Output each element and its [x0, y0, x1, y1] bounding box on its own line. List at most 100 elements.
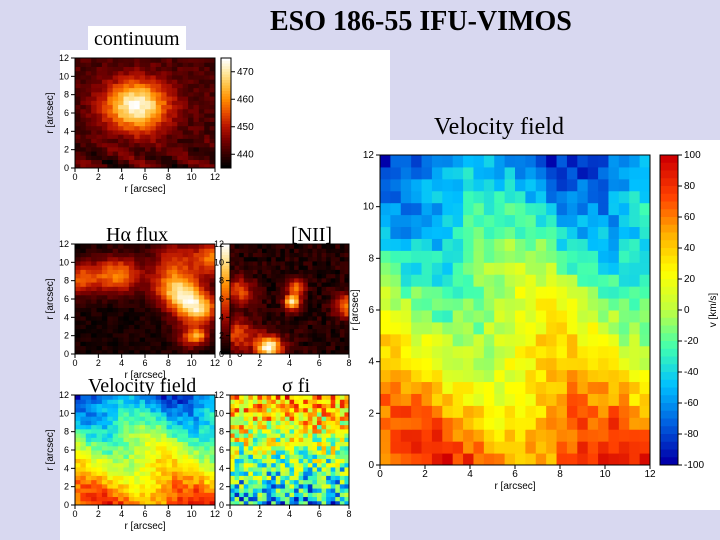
svg-text:8: 8: [64, 90, 69, 100]
svg-text:8: 8: [219, 276, 224, 286]
svg-text:r [arcsec]: r [arcsec]: [124, 521, 165, 532]
svg-text:r [arcsec]: r [arcsec]: [350, 289, 361, 330]
svg-text:r [arcsec]: r [arcsec]: [494, 481, 535, 492]
svg-text:0: 0: [72, 172, 77, 182]
svg-text:8: 8: [219, 427, 224, 437]
svg-text:2: 2: [422, 469, 428, 480]
svg-text:r [arcsec]: r [arcsec]: [45, 429, 56, 470]
colorbar: 100806040200-20-40-60-80-100v [km/s]: [660, 150, 719, 471]
svg-text:6: 6: [142, 172, 147, 182]
colorbar: 440 450 460 470: [221, 58, 254, 169]
svg-text:6: 6: [64, 294, 69, 304]
svg-text:-100: -100: [684, 460, 704, 471]
svg-text:8: 8: [557, 469, 563, 480]
svg-text:8: 8: [64, 427, 69, 437]
svg-text:2: 2: [64, 331, 69, 341]
svg-text:0: 0: [72, 509, 77, 519]
svg-text:6: 6: [64, 445, 69, 455]
svg-text:12: 12: [59, 53, 69, 63]
svg-text:10: 10: [59, 71, 69, 81]
svg-text:8: 8: [166, 172, 171, 182]
svg-text:-40: -40: [684, 367, 699, 378]
svg-text:12: 12: [214, 239, 224, 249]
svg-text:0: 0: [64, 163, 69, 173]
svg-text:4: 4: [64, 312, 69, 322]
svg-text:2: 2: [219, 482, 224, 492]
svg-text:0: 0: [227, 509, 232, 519]
svg-text:10: 10: [59, 257, 69, 267]
svg-text:80: 80: [684, 181, 696, 192]
svg-text:4: 4: [219, 463, 224, 473]
svg-text:10: 10: [187, 172, 197, 182]
svg-text:0: 0: [227, 358, 232, 368]
svg-text:10: 10: [214, 408, 224, 418]
svg-text:100: 100: [684, 150, 701, 161]
svg-text:0: 0: [684, 305, 690, 316]
svg-text:10: 10: [187, 509, 197, 519]
svg-text:12: 12: [644, 469, 656, 480]
svg-text:20: 20: [684, 274, 696, 285]
svg-text:r [arcsec]: r [arcsec]: [45, 92, 56, 133]
svg-text:470: 470: [237, 67, 254, 78]
map-sigma: [230, 395, 350, 506]
svg-text:12: 12: [59, 390, 69, 400]
svg-text:2: 2: [368, 408, 374, 419]
svg-text:2: 2: [64, 145, 69, 155]
map-vel-small: [75, 395, 216, 506]
svg-text:450: 450: [237, 122, 254, 133]
svg-text:6: 6: [317, 358, 322, 368]
svg-text:440: 440: [237, 149, 254, 160]
svg-text:-60: -60: [684, 398, 699, 409]
svg-text:2: 2: [96, 509, 101, 519]
map-nii: [230, 244, 350, 355]
svg-text:0: 0: [219, 349, 224, 359]
svg-text:2: 2: [219, 331, 224, 341]
svg-text:8: 8: [64, 276, 69, 286]
svg-text:460: 460: [237, 94, 254, 105]
svg-text:2: 2: [64, 482, 69, 492]
svg-text:4: 4: [119, 172, 124, 182]
svg-text:0: 0: [64, 500, 69, 510]
svg-text:6: 6: [512, 469, 518, 480]
svg-text:12: 12: [210, 509, 220, 519]
svg-text:60: 60: [684, 212, 696, 223]
svg-text:2: 2: [96, 358, 101, 368]
svg-text:8: 8: [166, 509, 171, 519]
svg-text:v [km/s]: v [km/s]: [708, 293, 719, 328]
svg-text:6: 6: [64, 108, 69, 118]
svg-text:40: 40: [684, 243, 696, 254]
svg-text:4: 4: [219, 312, 224, 322]
svg-text:6: 6: [219, 445, 224, 455]
map-ha: [75, 244, 216, 355]
svg-text:4: 4: [64, 463, 69, 473]
svg-text:4: 4: [467, 469, 473, 480]
svg-text:0: 0: [219, 500, 224, 510]
svg-text:12: 12: [59, 239, 69, 249]
svg-text:2: 2: [96, 172, 101, 182]
svg-text:12: 12: [210, 172, 220, 182]
svg-text:10: 10: [59, 408, 69, 418]
svg-text:2: 2: [257, 509, 262, 519]
map-continuum: [75, 58, 216, 169]
svg-text:10: 10: [599, 469, 611, 480]
svg-text:4: 4: [368, 357, 374, 368]
svg-text:10: 10: [187, 358, 197, 368]
figure-canvas: 024681012024681012r [arcsec]r [arcsec]44…: [0, 0, 720, 540]
svg-text:8: 8: [346, 509, 351, 519]
svg-text:r [arcsec]: r [arcsec]: [124, 184, 165, 195]
svg-text:-20: -20: [684, 336, 699, 347]
svg-text:12: 12: [214, 390, 224, 400]
svg-text:r [arcsec]: r [arcsec]: [124, 370, 165, 381]
svg-text:10: 10: [363, 202, 375, 213]
svg-text:6: 6: [219, 294, 224, 304]
svg-text:4: 4: [119, 358, 124, 368]
svg-text:6: 6: [142, 358, 147, 368]
svg-text:4: 4: [119, 509, 124, 519]
svg-text:8: 8: [166, 358, 171, 368]
svg-text:12: 12: [363, 150, 375, 161]
svg-text:0: 0: [368, 460, 374, 471]
svg-text:6: 6: [317, 509, 322, 519]
svg-text:8: 8: [346, 358, 351, 368]
svg-text:12: 12: [210, 358, 220, 368]
svg-text:2: 2: [257, 358, 262, 368]
